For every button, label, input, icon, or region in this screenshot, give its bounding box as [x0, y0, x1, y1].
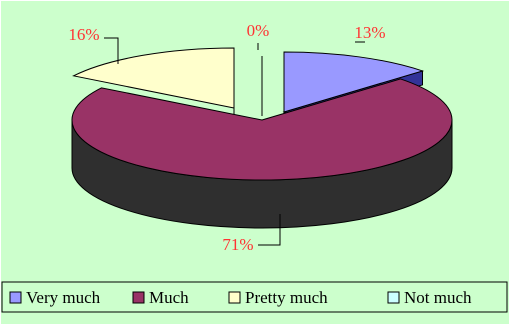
leader-line-much [258, 214, 281, 246]
data-label-layer: 13% 71% 16% 0% [68, 21, 385, 254]
legend-swatch-not-much [387, 291, 400, 304]
slice-very-much [283, 51, 425, 113]
legend: Very much Much Pretty much Not much [1, 281, 508, 313]
legend-label-very-much: Very much [26, 288, 101, 307]
legend-swatch-very-much [9, 291, 22, 304]
legend-label-pretty-much: Pretty much [245, 288, 328, 307]
legend-swatch-pretty-much [228, 291, 241, 304]
leader-line-pretty-much [104, 37, 119, 64]
data-label-not-much: 0% [247, 21, 270, 40]
legend-label-much: Much [149, 288, 189, 307]
slice-pretty-much [72, 47, 235, 109]
data-label-pretty-much: 16% [68, 25, 99, 44]
legend-box [1, 281, 508, 313]
legend-swatch-much [132, 291, 145, 304]
slice-much [71, 78, 453, 181]
legend-label-not-much: Not much [404, 288, 472, 307]
data-label-very-much: 13% [354, 23, 385, 42]
data-label-much: 71% [222, 235, 253, 254]
pie-layer [71, 47, 453, 229]
